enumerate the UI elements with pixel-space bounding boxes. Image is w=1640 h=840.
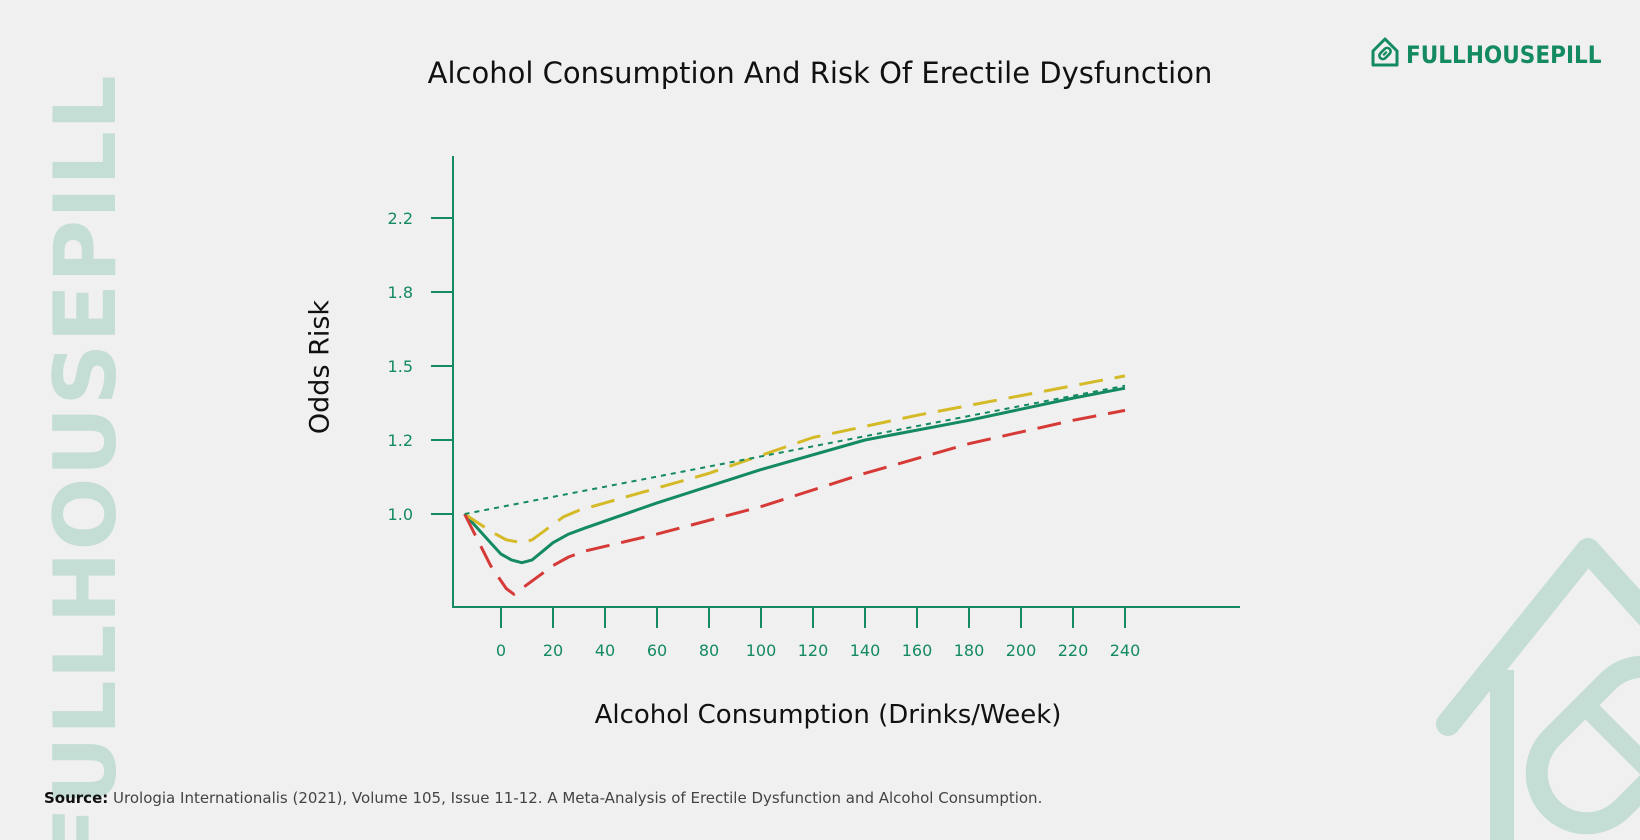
- x-ticks: 0 20 40 60 80 100 120 140 160 180 200 220 240: [496, 607, 1140, 660]
- y-tick-label: 1.0: [388, 505, 413, 524]
- series-line-4: [464, 384, 1126, 515]
- series-line-1: [463, 386, 1126, 565]
- x-tick-label: 80: [699, 641, 719, 660]
- series-line-2: [463, 374, 1126, 545]
- x-axis-label: Alcohol Consumption (Drinks/Week): [594, 700, 1062, 730]
- x-tick-label: 180: [954, 641, 985, 660]
- y-tick-label: 1.5: [388, 357, 413, 376]
- x-tick-label: 100: [746, 641, 777, 660]
- x-tick-label: 40: [595, 641, 615, 660]
- source-text: Urologia Internationalis (2021), Volume …: [113, 789, 1043, 807]
- x-tick-label: 220: [1058, 641, 1089, 660]
- house-logo-decoration: [1430, 530, 1640, 840]
- x-tick-label: 140: [850, 641, 881, 660]
- y-tick-label: 1.8: [388, 283, 413, 302]
- x-tick-label: 0: [496, 641, 506, 660]
- series-line-3: [463, 408, 1126, 596]
- y-tick-label: 1.2: [388, 431, 413, 450]
- chart-title: Alcohol Consumption And Risk Of Erectile…: [427, 56, 1213, 90]
- source-note: Source: Urologia Internationalis (2021),…: [44, 789, 1042, 807]
- brand-name: FULLHOUSEPILL: [1406, 40, 1602, 69]
- x-tick-label: 20: [543, 641, 563, 660]
- x-tick-label: 160: [902, 641, 933, 660]
- house-pill-icon: [1370, 36, 1400, 73]
- brand-logo[interactable]: FULLHOUSEPILL: [1370, 36, 1623, 73]
- source-label: Source:: [44, 789, 109, 807]
- x-tick-label: 120: [798, 641, 829, 660]
- x-tick-label: 200: [1006, 641, 1037, 660]
- y-tick-label: 2.2: [388, 209, 413, 228]
- series-lines: [463, 374, 1126, 596]
- y-ticks: 1.0 1.2 1.5 1.8 2.2: [388, 209, 453, 524]
- x-tick-label: 60: [647, 641, 667, 660]
- x-tick-label: 240: [1110, 641, 1141, 660]
